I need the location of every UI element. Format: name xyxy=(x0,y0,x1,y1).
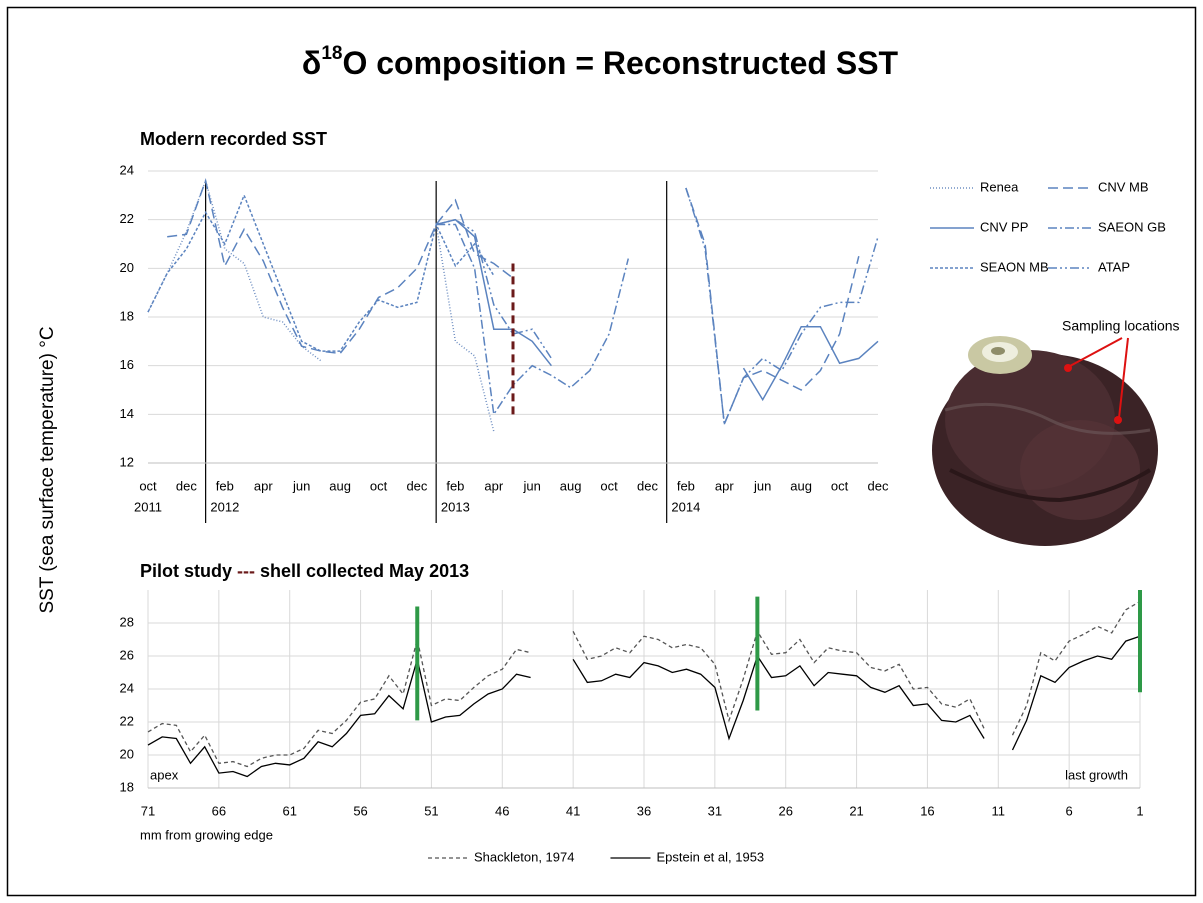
x-tick-label: 6 xyxy=(1066,803,1073,818)
x-tick-label: dec xyxy=(406,478,427,493)
x-tick-label: 21 xyxy=(849,803,863,818)
y-tick-label: 28 xyxy=(120,614,134,629)
legend-label: Epstein et al, 1953 xyxy=(656,849,764,864)
x-tick-label: feb xyxy=(446,478,464,493)
x-tick-label: 71 xyxy=(141,803,155,818)
legend-label: SEAON MB xyxy=(980,259,1049,274)
x-tick-label: apr xyxy=(715,478,734,493)
y-tick-label: 20 xyxy=(120,260,134,275)
x-tick-label: feb xyxy=(677,478,695,493)
photo-annotation: Sampling locations xyxy=(1062,318,1180,334)
y-tick-label: 22 xyxy=(120,713,134,728)
x-tick-label: jun xyxy=(523,478,541,493)
year-label: 2012 xyxy=(210,499,239,514)
x-tick-label: 41 xyxy=(566,803,580,818)
title-rest: O composition = Reconstructed SST xyxy=(342,45,898,81)
chart-title: Modern recorded SST xyxy=(140,129,327,149)
x-tick-label: dec xyxy=(868,478,889,493)
x-tick-label: 31 xyxy=(708,803,722,818)
page: {"title": {"prefix": "δ", "superscript":… xyxy=(0,0,1203,903)
x-tick-label: 61 xyxy=(282,803,296,818)
y-tick-label: 16 xyxy=(120,357,134,372)
y-tick-label: 24 xyxy=(120,162,134,177)
y-axis-label: SST (sea surface temperature) °C xyxy=(37,326,58,613)
x-tick-label: jun xyxy=(292,478,310,493)
title-marker: --- xyxy=(237,561,255,581)
x-tick-label: oct xyxy=(831,478,849,493)
x-tick-label: apr xyxy=(254,478,273,493)
y-tick-label: 20 xyxy=(120,746,134,761)
x-tick-label: aug xyxy=(329,478,351,493)
year-label: 2013 xyxy=(441,499,470,514)
x-tick-label: aug xyxy=(790,478,812,493)
x-tick-label: oct xyxy=(370,478,388,493)
title-prefix: δ xyxy=(302,45,321,81)
x-tick-label: 26 xyxy=(778,803,792,818)
slide: δ18O composition = Reconstructed SST SST… xyxy=(0,0,1203,903)
year-label: 2011 xyxy=(134,499,162,514)
y-tick-label: 22 xyxy=(120,211,134,226)
x-tick-label: dec xyxy=(637,478,658,493)
legend-label: SAEON GB xyxy=(1098,219,1166,234)
legend-label: Shackleton, 1974 xyxy=(474,849,574,864)
y-tick-label: 12 xyxy=(120,454,134,469)
y-tick-label: 26 xyxy=(120,647,134,662)
chart-title: Pilot study --- shell collected May 2013 xyxy=(140,561,469,581)
x-tick-label: 66 xyxy=(212,803,226,818)
x-tick-label: 16 xyxy=(920,803,934,818)
x-tick-label: 56 xyxy=(353,803,367,818)
annotation: apex xyxy=(150,767,179,782)
x-tick-label: oct xyxy=(139,478,157,493)
title-part: Modern recorded SST xyxy=(140,129,327,149)
legend-label: CNV PP xyxy=(980,219,1028,234)
x-tick-label: 36 xyxy=(637,803,651,818)
slide-title: δ18O composition = Reconstructed SST xyxy=(302,43,899,81)
x-tick-label: 51 xyxy=(424,803,438,818)
legend-label: Renea xyxy=(980,179,1019,194)
y-tick-label: 18 xyxy=(120,779,134,794)
title-superscript: 18 xyxy=(321,43,342,64)
x-tick-label: feb xyxy=(216,478,234,493)
y-tick-label: 18 xyxy=(120,308,134,323)
x-axis-label: mm from growing edge xyxy=(140,827,273,842)
title-part: shell collected May 2013 xyxy=(260,561,469,581)
x-tick-label: 46 xyxy=(495,803,509,818)
x-tick-label: dec xyxy=(176,478,197,493)
legend-label: ATAP xyxy=(1098,259,1130,274)
legend-label: CNV MB xyxy=(1098,179,1149,194)
year-label: 2014 xyxy=(671,499,700,514)
x-tick-label: oct xyxy=(600,478,618,493)
x-tick-label: 1 xyxy=(1136,803,1143,818)
y-tick-label: 24 xyxy=(120,680,134,695)
x-tick-label: 11 xyxy=(992,803,1006,818)
title-part: Pilot study xyxy=(140,561,232,581)
x-tick-label: apr xyxy=(484,478,503,493)
x-tick-label: aug xyxy=(560,478,582,493)
y-tick-label: 14 xyxy=(120,406,134,421)
x-tick-label: jun xyxy=(753,478,771,493)
annotation: last growth xyxy=(1065,767,1128,782)
